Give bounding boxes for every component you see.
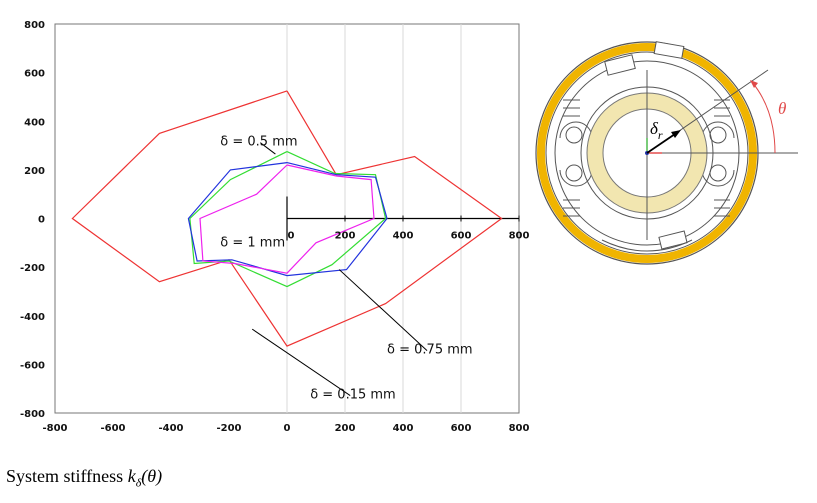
figure-caption: System stiffness kδ(θ)	[6, 466, 163, 490]
y-tick-label: 600	[24, 69, 45, 80]
series-line-3	[187, 162, 388, 277]
bottom-tab	[658, 230, 688, 250]
y-tick-label: 0	[38, 215, 45, 226]
annotation-label-1: δ = 0.5 mm	[220, 135, 297, 150]
y-tick-label: 200	[24, 166, 45, 177]
x-tick-label: -400	[158, 423, 183, 434]
inner-tick-label: 400	[393, 231, 414, 242]
annotation-pointer-4	[251, 328, 351, 396]
annotation-label-3: δ = 0.75 mm	[387, 343, 473, 358]
bottom-arc	[601, 239, 693, 252]
theta-label: θ	[778, 99, 786, 118]
x-tick-label: -200	[216, 423, 241, 434]
bearing-diagram: δr θ	[535, 41, 798, 265]
series-line-4	[199, 164, 375, 274]
x-tick-label: 0	[284, 423, 291, 434]
top-right-tab	[653, 41, 685, 59]
annotation-label-4: δ = 0.15 mm	[310, 388, 396, 403]
series-line-2	[189, 151, 387, 288]
inner-tick-label: 200	[335, 231, 356, 242]
x-tick-label: 800	[509, 423, 530, 434]
y-tick-label: -800	[20, 409, 45, 420]
x-tick-label: -600	[100, 423, 125, 434]
inner-tick-label: 0	[288, 231, 295, 242]
series-group	[71, 90, 503, 347]
annotation-label-2: δ = 1 mm	[220, 236, 285, 251]
y-tick-label: -400	[20, 312, 45, 323]
annotation-pointer-3	[338, 269, 428, 351]
axes	[286, 196, 520, 241]
inner-tick-label: 800	[509, 231, 530, 242]
x-tick-label: 200	[335, 423, 356, 434]
stiffness-polar-chart: δ = 0.5 mm δ = 1 mm δ = 0.75 mm δ = 0.15 mm…	[20, 20, 530, 434]
delta-r-arrow	[646, 130, 681, 154]
theta-indicator	[750, 80, 776, 154]
inner-tick-label: 600	[451, 231, 472, 242]
x-tick-label: 400	[393, 423, 414, 434]
annotations: δ = 0.5 mm δ = 1 mm δ = 0.75 mm δ = 0.15 mm	[220, 135, 472, 403]
y-tick-label: 800	[24, 20, 45, 31]
y-tick-label: 400	[24, 117, 45, 128]
y-tick-label: -200	[20, 263, 45, 274]
annotation-pointer-1	[259, 142, 276, 155]
x-tick-label: 600	[451, 423, 472, 434]
top-tab	[604, 54, 636, 76]
x-tick-label: -800	[42, 423, 67, 434]
series-line-1	[71, 90, 503, 347]
delta-r-label: δr	[650, 119, 663, 142]
tick-labels: -800 -600 -400 -200 0 200 400 600 800 800 600 400 20…	[20, 20, 530, 434]
y-tick-label: -600	[20, 360, 45, 371]
